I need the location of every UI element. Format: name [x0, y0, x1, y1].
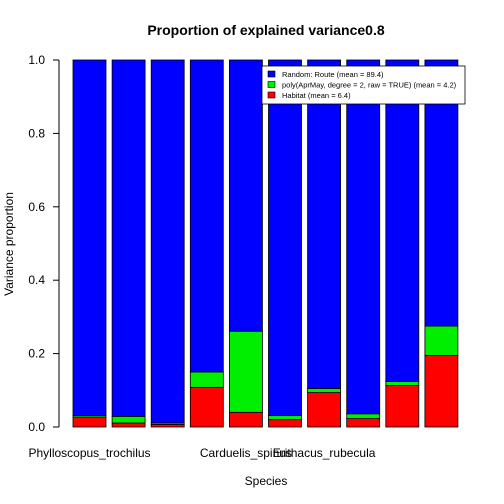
bar-segment — [307, 388, 342, 393]
legend-entry: poly(AprMay, degree = 2, raw = TRUE) (me… — [282, 81, 457, 90]
bar-segment — [228, 330, 263, 413]
bar-segment — [307, 59, 342, 389]
bar-segment — [228, 59, 263, 332]
legend-box — [261, 65, 466, 105]
legend-entry: Habitat (mean = 6.4) — [282, 91, 351, 100]
legend: Random: Route (mean = 89.4) poly(AprMay, … — [261, 65, 466, 105]
bar-segment — [346, 413, 381, 419]
bar-segment — [346, 59, 381, 415]
bar-segment — [189, 386, 224, 428]
bar-segment — [424, 355, 459, 428]
bar-segment — [424, 325, 459, 356]
bar-segment — [189, 59, 224, 373]
bar-segment — [385, 381, 420, 386]
chart-title: Proportion of explained variance0.8 — [147, 22, 385, 38]
y-tick-label: 0.8 — [28, 126, 45, 140]
bar-segment — [228, 411, 263, 428]
legend-swatch — [267, 70, 276, 78]
bar-segment — [111, 59, 146, 417]
legend-entry: Random: Route (mean = 89.4) — [282, 70, 384, 79]
bar-segment — [346, 418, 381, 428]
bar-segment — [111, 422, 146, 428]
bar-segment — [385, 59, 420, 382]
bar-segment — [72, 59, 107, 417]
y-tick-label: 0.2 — [28, 347, 45, 361]
bars — [72, 59, 459, 428]
legend-swatch — [267, 91, 276, 99]
bar-segment — [268, 59, 302, 417]
bar-segment — [189, 371, 224, 388]
bar-segment — [111, 415, 146, 424]
y-tick-label: 0.0 — [28, 420, 45, 434]
x-tick-label: Erithacus_rubecula — [273, 446, 376, 460]
y-tick-label: 1.0 — [28, 53, 45, 67]
legend-swatch — [267, 81, 276, 88]
y-axis-label: Variance proportion — [2, 192, 16, 296]
x-tick-labels: Phylloscopus_trochilus Carduelis_spinusEr… — [28, 446, 375, 460]
x-tick-label: Carduelis_spinus — [200, 446, 292, 460]
bar-segment — [307, 392, 342, 428]
bar-segment — [268, 419, 302, 428]
y-tick-label: 0.6 — [28, 200, 45, 214]
bar-segment — [72, 416, 107, 428]
bar-segment — [385, 385, 420, 428]
bar-segment — [150, 59, 185, 424]
y-axis: 0.0 0.2 0.4 0.6 0.8 1.0 — [28, 53, 60, 434]
y-tick-label: 0.4 — [28, 273, 45, 287]
x-tick-label: Phylloscopus_trochilus — [28, 446, 150, 460]
x-axis-label: Species — [245, 474, 288, 488]
bar-segment — [268, 415, 302, 421]
